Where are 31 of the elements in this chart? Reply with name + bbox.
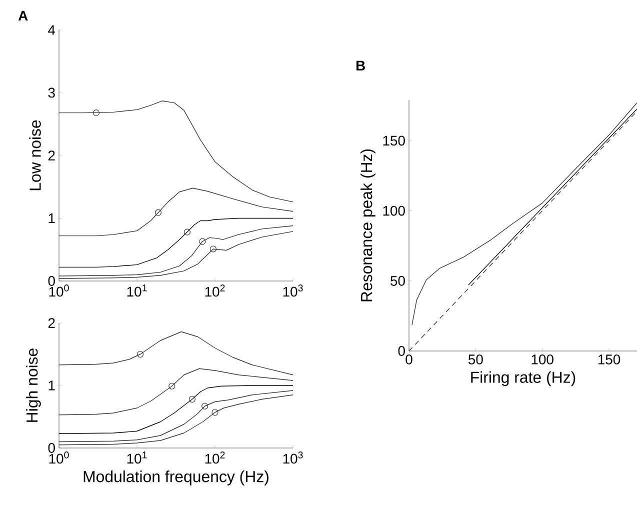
y-tick-label: 1 (48, 213, 55, 224)
y-axis-title: Low noise (29, 120, 41, 190)
y-axis-title: High noise (26, 348, 41, 422)
x-tick-label: 100 (532, 354, 554, 364)
y-tick-label: 0 (48, 443, 55, 453)
y-tick-label: 0 (398, 346, 405, 356)
x-tick-label: 10$^{1}$ (127, 284, 147, 297)
y-axis-title: Resonance peak (Hz) (360, 149, 376, 302)
y-tick-label: 100 (383, 206, 405, 216)
x-axis-title: Modulation frequency (Hz) (84, 470, 268, 486)
x-tick-label: 150 (598, 354, 620, 364)
y-tick-label: 3 (48, 88, 55, 98)
x-axis-title: Firing rate (Hz) (471, 371, 576, 386)
x-tick-label: 10$^{3}$ (283, 284, 303, 297)
x-tick-label: 10$^{0}$ (49, 284, 69, 297)
x-tick-label: 10$^{1}$ (127, 452, 147, 464)
y-tick-label: 1 (48, 380, 55, 390)
y-tick-label: 0 (48, 276, 55, 286)
x-tick-label: 10$^{3}$ (283, 452, 303, 464)
x-tick-label: 10$^{0}$ (49, 452, 69, 464)
chart-title: A (18, 10, 28, 20)
x-tick-label: 0 (406, 354, 412, 364)
y-tick-label: 2 (48, 150, 55, 160)
y-tick-label: 2 (48, 318, 55, 328)
x-tick-label: 10$^{2}$ (205, 452, 225, 464)
chart-title: B (356, 60, 365, 70)
y-tick-label: 50 (390, 276, 405, 286)
x-tick-label: 10$^{2}$ (205, 284, 225, 297)
x-tick-label: 50 (468, 354, 483, 364)
y-tick-label: 4 (48, 25, 56, 35)
y-tick-label: 150 (383, 136, 405, 146)
